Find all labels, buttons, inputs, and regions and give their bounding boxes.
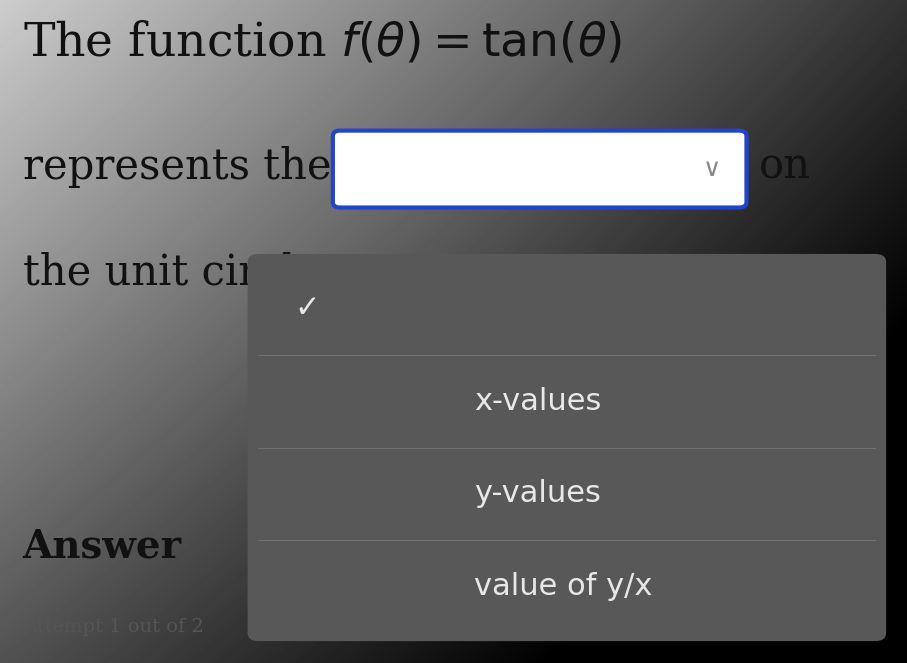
Text: value of y/x: value of y/x [474,572,653,601]
Text: Attempt 1 out of 2: Attempt 1 out of 2 [23,619,203,636]
Text: y-values: y-values [474,479,601,509]
Text: ✓: ✓ [295,294,320,323]
Text: The function $f(\theta) = \tan(\theta)$: The function $f(\theta) = \tan(\theta)$ [23,20,622,66]
Text: the unit circle.: the unit circle. [23,252,333,294]
Text: x-values: x-values [474,387,601,416]
Text: ∨: ∨ [703,157,721,181]
Text: Answer: Answer [23,528,181,566]
FancyBboxPatch shape [333,131,746,208]
Text: represents the: represents the [23,146,331,188]
Text: on: on [759,146,811,188]
FancyBboxPatch shape [248,254,886,641]
